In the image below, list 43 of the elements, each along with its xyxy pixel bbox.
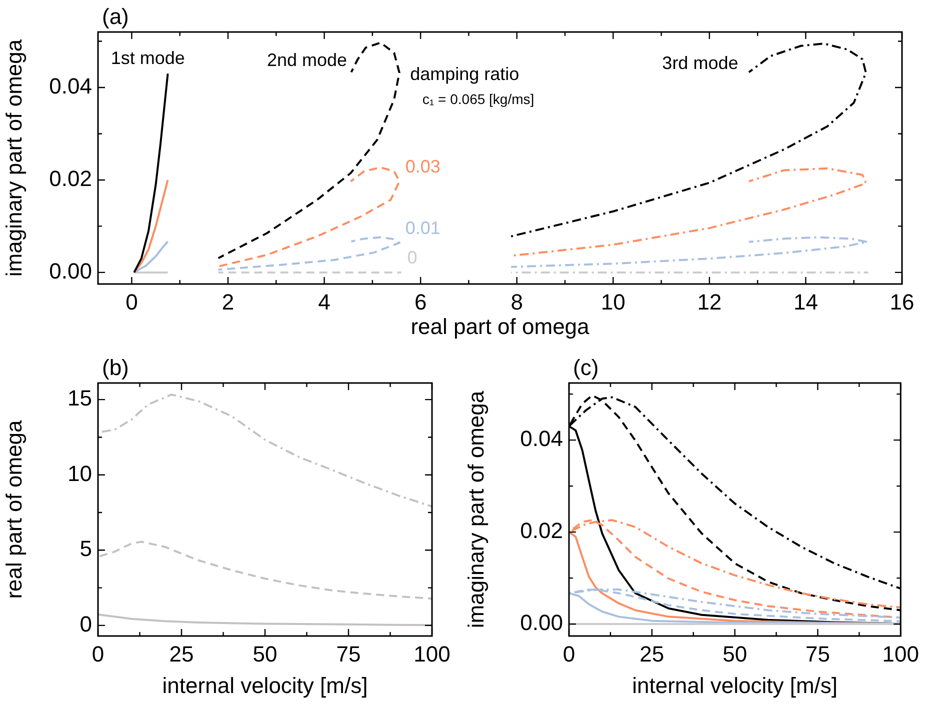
x-tick-label: 50 [722,641,748,666]
y-tick-label: 0.04 [520,426,563,452]
x-tick-label: 100 [414,641,450,666]
y-axis-title: imaginary part of omega [1,38,26,277]
x-tick-label: 50 [252,641,278,666]
y-tick-label: 5 [80,536,92,562]
x-tick-label: 75 [805,641,830,666]
x-tick-label: 6 [414,289,427,314]
y-tick-label: 0.02 [49,166,92,192]
x-tick-label: 10 [600,289,626,314]
annotation: 3rd mode [662,52,738,73]
x-tick-label: 8 [510,289,523,314]
series-label: 0.03 [405,156,440,176]
x-axis-title: internal velocity [m/s] [632,672,838,698]
x-tick-label: 16 [890,289,914,314]
y-tick-label: 0.02 [520,518,563,544]
y-tick-label: 0.04 [49,74,92,99]
x-tick-label: 25 [640,641,664,666]
y-tick-label: 15 [68,386,92,411]
y-tick-label: 0.00 [520,610,563,636]
x-axis-title: real part of omega [410,314,590,339]
x-tick-label: 4 [318,289,330,314]
annotation: damping ratio [410,64,520,84]
annotation: 2nd mode [267,50,348,70]
chart-title: (c) [573,355,599,380]
x-tick-label: 14 [793,289,818,314]
x-tick-label: 25 [169,641,194,666]
y-axis-title: imaginary part of omega [463,390,488,628]
y-tick-label: 10 [68,460,92,486]
chart-title: (a) [102,4,129,29]
x-tick-label: 75 [336,641,361,666]
x-tick-label: 2 [222,289,234,314]
y-tick-label: 0 [80,612,92,637]
x-tick-label: 100 [882,641,920,666]
x-tick-label: 0 [126,289,138,314]
annotation: 1st mode [110,48,185,68]
annotation: c₁ = 0.065 [kg/ms] [422,90,534,107]
y-tick-label: 0.00 [49,258,92,284]
x-axis-title: internal velocity [m/s] [162,672,368,698]
x-tick-label: 12 [697,289,722,314]
chart-title: (b) [102,355,129,380]
series-label: 0.01 [405,218,440,238]
y-axis-title: real part of omega [1,419,26,599]
